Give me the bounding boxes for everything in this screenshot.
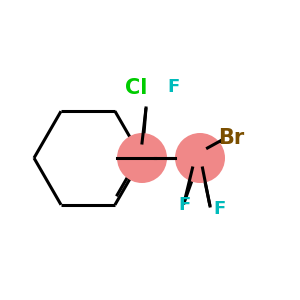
Text: F: F xyxy=(167,78,179,96)
Circle shape xyxy=(175,133,225,183)
Circle shape xyxy=(117,133,167,183)
Text: F: F xyxy=(213,200,225,218)
Text: Br: Br xyxy=(218,128,244,148)
Text: F: F xyxy=(179,196,191,214)
Text: Cl: Cl xyxy=(124,78,147,98)
